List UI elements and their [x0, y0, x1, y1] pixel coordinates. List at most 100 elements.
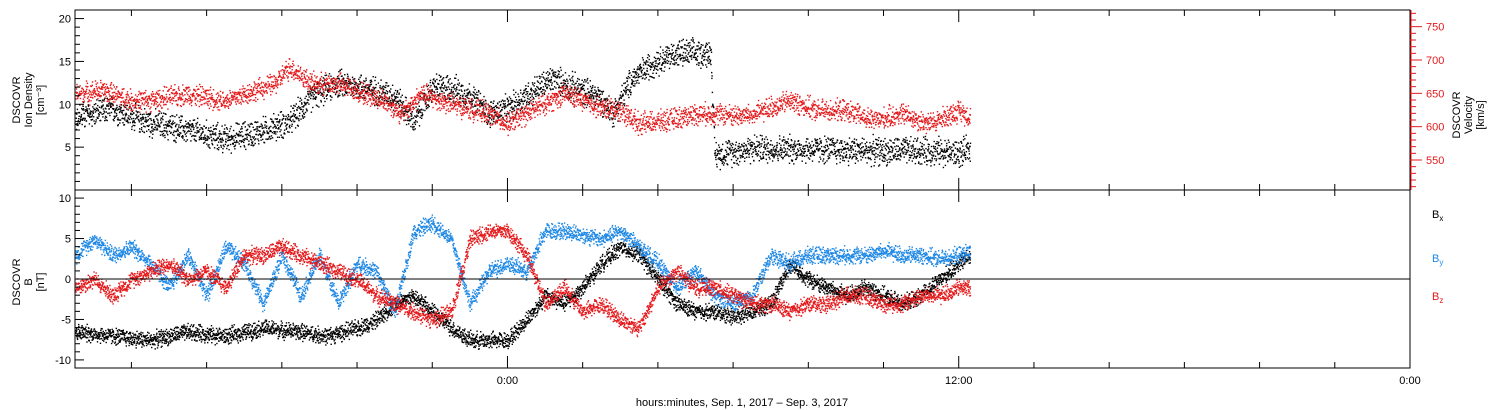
data-point	[598, 100, 599, 101]
data-point	[594, 89, 595, 90]
data-point	[395, 90, 396, 91]
data-point	[293, 113, 294, 114]
data-point	[948, 140, 949, 141]
data-point	[112, 97, 113, 98]
data-point	[190, 133, 191, 134]
data-point	[696, 64, 697, 65]
data-point	[926, 156, 927, 157]
data-point	[683, 57, 684, 58]
data-point	[934, 141, 935, 142]
data-point	[234, 148, 235, 149]
data-point	[585, 93, 586, 94]
data-point	[389, 96, 390, 97]
data-point	[95, 90, 96, 91]
data-point	[962, 145, 963, 146]
data-point	[163, 102, 164, 103]
data-point	[748, 157, 749, 158]
data-point	[89, 99, 90, 100]
data-point	[275, 81, 276, 82]
data-point	[796, 158, 797, 159]
data-point	[142, 114, 143, 115]
data-point	[82, 101, 83, 102]
data-point	[781, 157, 782, 158]
data-point	[216, 107, 217, 108]
data-point	[883, 141, 884, 142]
data-point	[167, 108, 168, 109]
data-point	[160, 96, 161, 97]
data-point	[304, 74, 305, 75]
data-point	[524, 108, 525, 109]
data-point	[325, 75, 326, 76]
data-point	[244, 88, 245, 89]
data-point	[89, 115, 90, 116]
data-point	[430, 82, 431, 83]
data-point	[663, 58, 664, 59]
data-point	[961, 150, 962, 151]
data-point	[582, 102, 583, 103]
data-point	[136, 110, 137, 111]
data-point	[567, 86, 568, 87]
data-point	[153, 93, 154, 94]
data-point	[173, 98, 174, 99]
data-point	[257, 128, 258, 129]
data-point	[530, 100, 531, 101]
data-point	[196, 140, 197, 141]
data-point	[257, 90, 258, 91]
data-point	[652, 77, 653, 78]
data-point	[107, 86, 108, 87]
data-point	[102, 93, 103, 94]
data-point	[808, 157, 809, 158]
data-point	[732, 147, 733, 148]
data-point	[443, 88, 444, 89]
data-point	[840, 140, 841, 141]
data-point	[102, 87, 103, 88]
data-point	[93, 110, 94, 111]
data-point	[742, 154, 743, 155]
data-point	[263, 87, 264, 88]
data-point	[100, 112, 101, 113]
data-point	[146, 114, 147, 115]
data-point	[261, 82, 262, 83]
data-point	[476, 92, 477, 93]
data-point	[142, 131, 143, 132]
data-point	[96, 88, 97, 89]
data-point	[790, 151, 791, 152]
data-point	[134, 122, 135, 123]
data-point	[623, 95, 624, 96]
data-point	[533, 90, 534, 91]
data-point	[122, 118, 123, 119]
data-point	[146, 105, 147, 106]
data-point	[868, 158, 869, 159]
data-point	[691, 59, 692, 60]
data-point	[472, 106, 473, 107]
data-point	[257, 99, 258, 100]
data-point	[300, 118, 301, 119]
data-point	[199, 84, 200, 85]
data-point	[725, 150, 726, 151]
data-point	[438, 94, 439, 95]
data-point	[551, 76, 552, 77]
data-point	[505, 103, 506, 104]
data-point	[573, 84, 574, 85]
data-point	[492, 107, 493, 108]
data-point	[516, 99, 517, 100]
data-point	[894, 155, 895, 156]
data-point	[176, 131, 177, 132]
data-point	[266, 125, 267, 126]
data-point	[655, 58, 656, 59]
data-point	[112, 105, 113, 106]
data-point	[889, 139, 890, 140]
data-point	[532, 82, 533, 83]
data-point	[105, 98, 106, 99]
data-point	[229, 101, 230, 102]
data-point	[954, 161, 955, 162]
data-point	[930, 160, 931, 161]
data-point	[688, 43, 689, 44]
data-point	[152, 91, 153, 92]
data-point	[954, 153, 955, 154]
data-point	[213, 125, 214, 126]
data-point	[908, 150, 909, 151]
data-point	[229, 136, 230, 137]
data-point	[276, 131, 277, 132]
data-point	[781, 148, 782, 149]
